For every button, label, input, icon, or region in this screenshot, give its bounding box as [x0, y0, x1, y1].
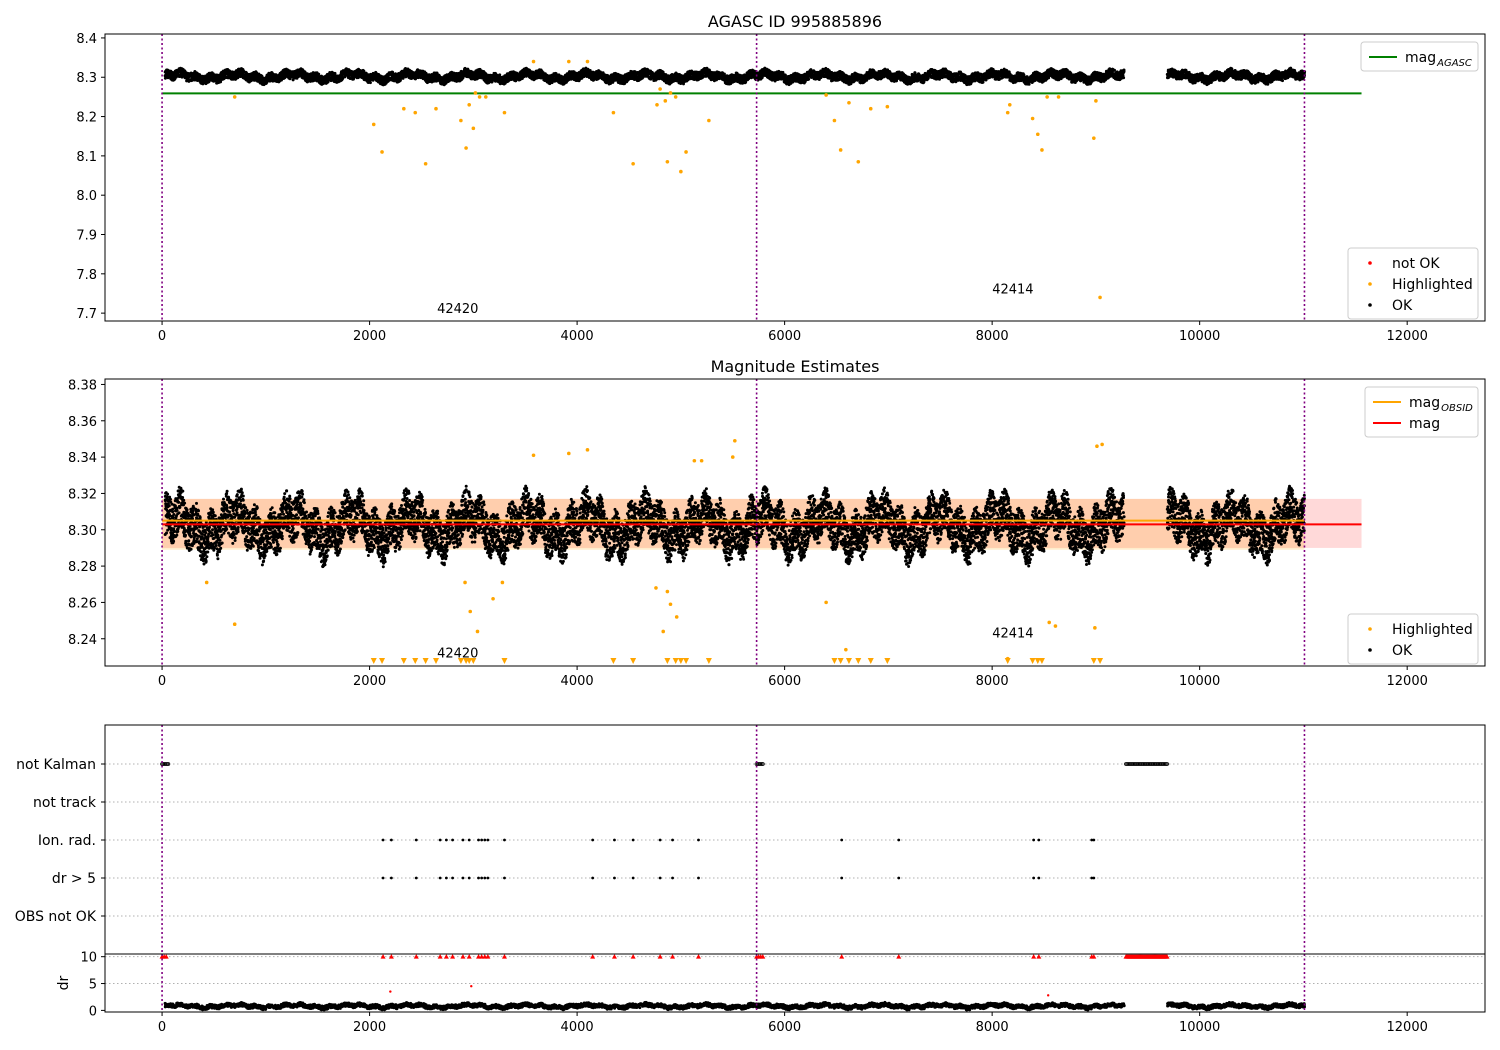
ok-point: [498, 73, 502, 77]
ok-point: [368, 81, 372, 85]
ok-point: [174, 75, 178, 79]
panel-1-title: AGASC ID 995885896: [708, 12, 882, 31]
ok-point: [401, 76, 405, 80]
ok-point: [807, 77, 811, 81]
ok-points: [163, 66, 1307, 87]
ok-point: [317, 72, 321, 76]
